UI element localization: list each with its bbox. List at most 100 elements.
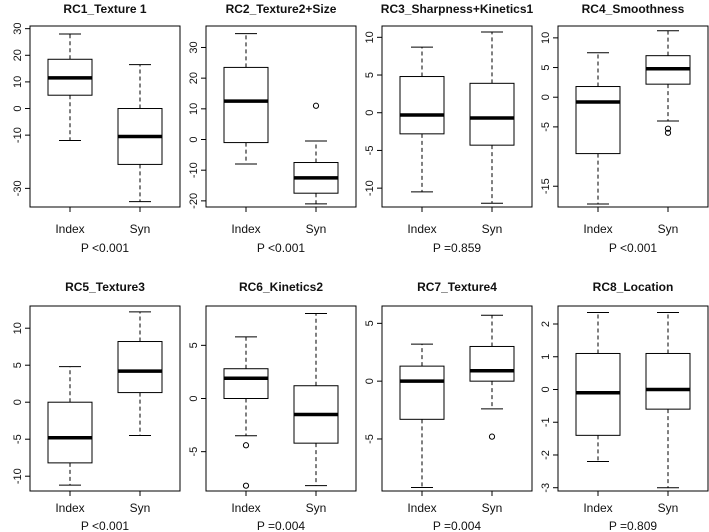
box-index-iqr xyxy=(223,66,269,144)
category-label-index: Index xyxy=(55,222,84,236)
y-tick-label: -30 xyxy=(12,180,24,196)
panel-title: RC4_Smoothness xyxy=(582,2,685,16)
panel-title: RC3_Sharpness+Kinetics1 xyxy=(381,2,534,16)
category-label-syn: Syn xyxy=(482,501,503,515)
y-tick-label: 20 xyxy=(12,49,24,61)
y-tick-label: -10 xyxy=(12,127,24,143)
plot-frame xyxy=(381,305,533,492)
category-label-index: Index xyxy=(583,501,612,515)
category-label-syn: Syn xyxy=(130,501,151,515)
plot-frame xyxy=(29,305,181,492)
y-tick-label: -5 xyxy=(364,146,376,156)
box-index-iqr xyxy=(575,86,621,155)
y-tick-label: 5 xyxy=(12,362,24,368)
y-tick-label: 0 xyxy=(188,136,200,142)
box-syn-outlier xyxy=(312,102,320,109)
box-syn-iqr xyxy=(469,82,515,146)
panel-2: RC2_Texture2+Size -20 -10 0 10 20 30 Index SynP … xyxy=(188,2,357,255)
y-tick-label: 10 xyxy=(364,31,376,43)
plot-frame xyxy=(29,25,181,208)
y-tick-label: 10 xyxy=(12,322,24,334)
box-index-outlier xyxy=(242,442,250,449)
y-tick-label: 5 xyxy=(364,320,376,326)
y-tick-label: -15 xyxy=(540,178,552,194)
plot-frame xyxy=(381,25,533,208)
p-value: P =0.809 xyxy=(609,519,657,532)
y-tick-label: 1 xyxy=(540,354,552,360)
category-label-index: Index xyxy=(55,501,84,515)
panel-3: RC3_Sharpness+Kinetics1 -10 -5 0 5 10 Index Syn… xyxy=(364,2,534,255)
y-tick-label: 0 xyxy=(364,378,376,384)
p-value: P =0.859 xyxy=(433,241,481,255)
y-tick-label: 30 xyxy=(12,23,24,35)
box-index-outlier xyxy=(242,482,250,489)
y-tick-label: 0 xyxy=(540,386,552,392)
box-syn-iqr xyxy=(117,341,163,394)
y-tick-label: 20 xyxy=(188,72,200,84)
box-syn-iqr xyxy=(469,345,515,382)
plot-frame xyxy=(205,25,357,208)
p-value: P =0.004 xyxy=(433,519,481,532)
box-syn-iqr xyxy=(645,352,691,410)
y-tick-label: -20 xyxy=(188,193,200,209)
y-tick-label: 2 xyxy=(540,321,552,327)
y-tick-label: -10 xyxy=(188,162,200,178)
box-index-iqr xyxy=(223,368,269,400)
category-label-index: Index xyxy=(231,501,260,515)
box-syn-outlier xyxy=(664,125,672,132)
panel-title: RC7_Texture4 xyxy=(417,280,497,294)
box-index-iqr xyxy=(47,401,93,464)
category-label-syn: Syn xyxy=(482,222,503,236)
p-value: P <0.001 xyxy=(257,241,305,255)
y-tick-label: 5 xyxy=(364,72,376,78)
box-index-iqr xyxy=(399,365,445,420)
y-tick-label: 0 xyxy=(12,399,24,405)
box-index-iqr xyxy=(399,76,445,135)
y-tick-label: -5 xyxy=(540,122,552,132)
panel-title: RC2_Texture2+Size xyxy=(226,2,337,16)
panel-title: RC1_Texture 1 xyxy=(63,2,146,16)
panel-title: RC5_Texture3 xyxy=(65,280,145,294)
category-label-syn: Syn xyxy=(306,501,327,515)
p-value: P <0.001 xyxy=(609,241,657,255)
plot-frame xyxy=(557,305,709,492)
y-tick-label: 0 xyxy=(364,110,376,116)
category-label-syn: Syn xyxy=(658,222,679,236)
y-tick-label: 10 xyxy=(188,103,200,115)
plot-frame xyxy=(557,25,709,208)
y-tick-label: 5 xyxy=(188,342,200,348)
y-tick-label: 0 xyxy=(540,94,552,100)
p-value: P <0.001 xyxy=(81,241,129,255)
y-tick-label: 10 xyxy=(12,76,24,88)
category-label-index: Index xyxy=(407,222,436,236)
panel-title: RC6_Kinetics2 xyxy=(239,280,323,294)
box-syn-outlier xyxy=(488,433,496,440)
y-tick-label: -5 xyxy=(364,434,376,444)
category-label-syn: Syn xyxy=(130,222,151,236)
y-tick-label: -3 xyxy=(540,483,552,493)
y-tick-label: -5 xyxy=(188,447,200,457)
category-label-index: Index xyxy=(583,222,612,236)
y-tick-label: 0 xyxy=(12,105,24,111)
y-tick-label: -10 xyxy=(12,468,24,484)
y-tick-label: -1 xyxy=(540,417,552,427)
y-tick-label: -5 xyxy=(12,434,24,444)
p-value: P <0.001 xyxy=(81,519,129,532)
category-label-index: Index xyxy=(231,222,260,236)
y-tick-label: 0 xyxy=(188,395,200,401)
category-label-index: Index xyxy=(407,501,436,515)
category-label-syn: Syn xyxy=(658,501,679,515)
y-tick-label: 30 xyxy=(188,41,200,53)
box-syn-outlier xyxy=(664,129,672,136)
panel-title: RC8_Location xyxy=(593,280,674,294)
y-tick-label: 5 xyxy=(540,64,552,70)
category-label-syn: Syn xyxy=(306,222,327,236)
